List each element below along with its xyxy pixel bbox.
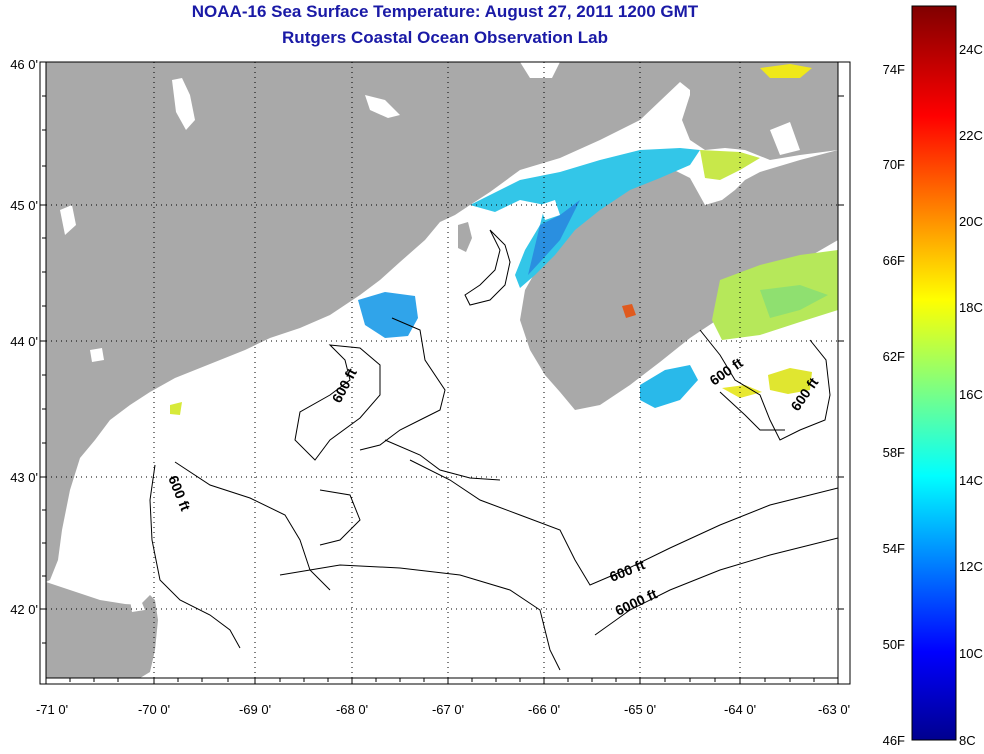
map-subtitle: Rutgers Coastal Ocean Observation Lab (282, 28, 608, 47)
f-label: 50F (883, 637, 905, 652)
lon-label: -65 0' (624, 702, 656, 717)
sst-warm-spot (622, 304, 636, 318)
lon-label: -63 0' (818, 702, 850, 717)
lon-tick-labels: -71 0' -70 0' -69 0' -68 0' -67 0' -66 0… (36, 702, 850, 717)
f-label: 58F (883, 445, 905, 460)
lat-label: 44 0' (10, 334, 38, 349)
lon-label: -68 0' (336, 702, 368, 717)
mainland-landmass (46, 62, 838, 582)
lat-axis-ticks (40, 61, 844, 644)
sst-southwest-ns-patch (640, 365, 698, 408)
lon-label: -69 0' (239, 702, 271, 717)
c-label: 14C (959, 473, 983, 488)
colorbar-celsius-labels: 24C 22C 20C 18C 16C 14C 12C 10C 8C (959, 42, 983, 748)
lat-label: 45 0' (10, 198, 38, 213)
sst-minas-basin (700, 150, 760, 180)
land-lakes (60, 62, 800, 612)
f-label: 46F (883, 733, 905, 748)
lon-label: -70 0' (138, 702, 170, 717)
new-brunswick-upper (682, 62, 838, 160)
grand-manan-island (458, 222, 472, 252)
c-label: 20C (959, 214, 983, 229)
sst-colorbar: 74F 70F 66F 62F 58F 54F 50F 46F 24C 22C … (883, 5, 983, 748)
c-label: 18C (959, 300, 983, 315)
sst-fundy-channel (528, 200, 580, 275)
graticule (46, 62, 838, 678)
colorbar-gradient (911, 5, 957, 741)
lat-label: 43 0' (10, 470, 38, 485)
sst-yellow-patch-1 (768, 368, 812, 394)
lat-tick-labels: 46 0' 45 0' 44 0' 43 0' 42 0' (10, 57, 38, 617)
lon-label: -71 0' (36, 702, 68, 717)
f-label: 70F (883, 157, 905, 172)
map-title: NOAA-16 Sea Surface Temperature: August … (191, 2, 699, 21)
lon-label: -64 0' (724, 702, 756, 717)
outer-axis-frame (39, 61, 851, 685)
colorbar-fahrenheit-labels: 74F 70F 66F 62F 58F 54F 50F 46F (883, 62, 905, 748)
c-label: 16C (959, 387, 983, 402)
sst-nova-scotia-green (760, 285, 828, 318)
sst-yellow-patch-nw (760, 64, 812, 78)
nova-scotia-new-brunswick (520, 150, 838, 410)
c-label: 22C (959, 128, 983, 143)
f-label: 54F (883, 541, 905, 556)
cape-cod (46, 582, 158, 678)
lon-label: -66 0' (528, 702, 560, 717)
lat-label: 46 0' (10, 57, 38, 72)
c-label: 8C (959, 733, 976, 748)
f-label: 74F (883, 62, 905, 77)
c-label: 10C (959, 646, 983, 661)
c-label: 12C (959, 559, 983, 574)
sst-yellow-patch-2 (722, 385, 762, 398)
f-label: 66F (883, 253, 905, 268)
isobath-contours (149, 229, 838, 671)
sst-yellow-patch-gulf (170, 402, 182, 415)
c-label: 24C (959, 42, 983, 57)
f-label: 62F (883, 349, 905, 364)
lon-label: -67 0' (432, 702, 464, 717)
lat-label: 42 0' (10, 602, 38, 617)
lon-axis-ticks (45, 678, 839, 684)
sst-grand-manan-patch (358, 292, 418, 338)
sst-bay-of-fundy-upper (470, 148, 700, 288)
